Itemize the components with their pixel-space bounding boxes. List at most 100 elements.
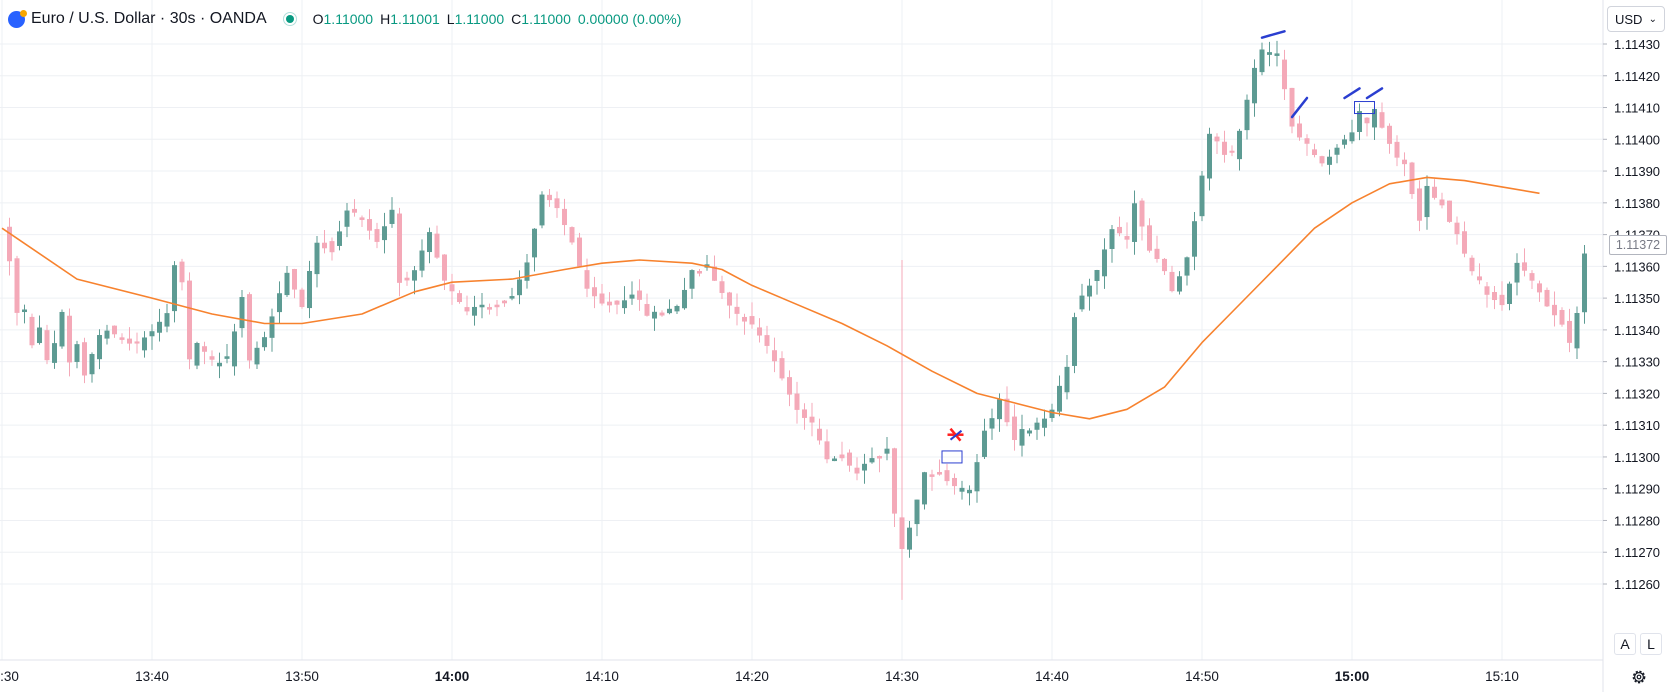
y-tick-label: 1.11390 <box>1614 164 1660 179</box>
candle-body <box>1567 320 1572 343</box>
candle-body <box>1327 156 1332 165</box>
candle <box>667 299 672 315</box>
candle-body <box>599 293 605 304</box>
candle-body <box>1162 258 1167 272</box>
currency-selector[interactable]: USD ⌄ <box>1607 6 1665 32</box>
candle-body <box>337 231 342 246</box>
candle <box>817 418 822 445</box>
candle <box>1057 375 1062 417</box>
candle-body <box>1184 257 1190 276</box>
candle <box>689 269 695 299</box>
annotation-box <box>1354 101 1375 115</box>
candle-body <box>1004 398 1010 423</box>
y-tick-label: 1.11310 <box>1614 418 1660 433</box>
candle <box>1484 282 1490 308</box>
candle-body <box>1522 262 1527 271</box>
candle <box>509 287 515 301</box>
candle-body <box>1469 257 1475 272</box>
candle <box>629 281 635 305</box>
candle-body <box>1094 270 1100 281</box>
candle <box>727 291 732 319</box>
candle-body <box>247 294 252 361</box>
candle-body <box>817 428 822 441</box>
candle-body <box>1379 112 1385 128</box>
candle-body <box>689 270 695 289</box>
candle-body <box>922 472 927 505</box>
log-scale-button[interactable]: L <box>1640 633 1662 655</box>
candle <box>674 304 680 314</box>
candle-body <box>119 337 125 340</box>
candle-body <box>1282 59 1287 90</box>
candle <box>389 197 395 228</box>
candle-body <box>734 306 740 314</box>
candle-body <box>329 241 335 253</box>
y-axis-labels: 1.11260 1.11270 1.11280 1.11290 1.11300 1.113… <box>1603 37 1660 592</box>
candle <box>1394 135 1400 167</box>
candle <box>1507 281 1512 311</box>
candle-body <box>974 462 980 492</box>
candle <box>554 191 560 218</box>
candle-body <box>1274 53 1280 56</box>
candle <box>1552 291 1557 327</box>
candle <box>1132 190 1137 255</box>
candle <box>652 305 657 331</box>
candle-body <box>134 341 140 344</box>
candle <box>127 327 132 351</box>
candle <box>194 341 200 370</box>
candle-body <box>712 266 717 281</box>
candle-body <box>1477 276 1482 281</box>
candle <box>772 337 777 373</box>
candle-body <box>344 210 350 227</box>
candle-body <box>1514 262 1520 283</box>
candle-body <box>1574 312 1580 349</box>
candle <box>1042 409 1047 437</box>
candle-body <box>464 307 470 312</box>
gear-icon[interactable] <box>1630 668 1648 686</box>
candle <box>1319 155 1325 167</box>
candle-body <box>1229 150 1235 153</box>
candle-body <box>502 300 507 304</box>
symbol-title[interactable]: Euro / U.S. Dollar · 30s · OANDA <box>31 10 267 27</box>
candle-body <box>884 448 890 454</box>
candle-body <box>1304 138 1310 144</box>
globe-icon <box>8 9 27 28</box>
candle-body <box>757 327 762 336</box>
candle <box>532 228 537 272</box>
change-value: 0.00000 (0.00%) <box>577 11 682 27</box>
candle-body <box>104 330 110 339</box>
candle-body <box>209 356 215 360</box>
candle <box>1199 171 1205 222</box>
candle-body <box>517 279 522 296</box>
candle-body <box>1447 200 1452 222</box>
candle <box>952 473 957 495</box>
candle-body <box>772 350 777 362</box>
candle <box>967 485 972 506</box>
candle-body <box>442 254 447 281</box>
candle-body <box>44 330 50 361</box>
candle <box>884 437 890 461</box>
y-tick-label: 1.11410 <box>1614 101 1660 116</box>
candle <box>1424 175 1430 230</box>
close-value: C1.11000 <box>511 11 571 27</box>
candle-body <box>1034 422 1040 430</box>
candle-body <box>52 343 57 363</box>
candle <box>749 302 755 329</box>
candle-body <box>547 194 552 201</box>
candle-body <box>1357 111 1362 132</box>
candle <box>239 290 245 338</box>
candle <box>802 403 807 430</box>
candle-body <box>1244 99 1250 131</box>
candle <box>44 324 50 365</box>
candle <box>1184 256 1190 286</box>
auto-scale-button[interactable]: A <box>1614 633 1636 655</box>
candle-body <box>644 304 650 316</box>
candle-body <box>1537 283 1542 293</box>
candle-body <box>269 316 275 338</box>
candle <box>337 220 342 251</box>
candle <box>232 323 237 376</box>
trend-segment <box>1260 30 1286 39</box>
candle-body <box>1387 125 1392 144</box>
candle-body <box>472 306 477 316</box>
candle-body <box>1214 136 1220 142</box>
